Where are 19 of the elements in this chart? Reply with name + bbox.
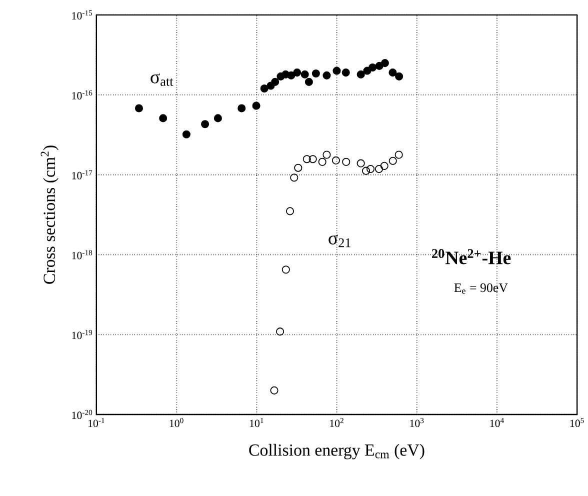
y-tick-label: 10$^{-17}$ [72, 170, 92, 180]
x-tick-label: 10$^{2}$ [330, 418, 344, 428]
x-tick-label: 10$^{0}$ [170, 418, 184, 428]
x-tick-label: 10$^{-1}$ [88, 418, 104, 428]
annotation: E$_{e}$ = 90eV [454, 283, 508, 294]
x-tick-label: 10$^{3}$ [410, 418, 424, 428]
y-tick-label: 10$^{-19}$ [72, 330, 92, 340]
x-tick-label: 10$^{1}$ [250, 418, 264, 428]
text: σ$_{21}$ [328, 234, 351, 248]
x-axis-title: Collision energy E$_{cm}$ (eV) [249, 444, 424, 460]
y-tick-label: 10$^{-18}$ [72, 250, 92, 260]
y-tick-label: 10$^{-20}$ [72, 410, 92, 420]
annotation: $^{20}$Ne$^{2+}$-He [432, 249, 511, 264]
y-axis-title: Cross sections (cm$^{2}$) [40, 146, 58, 284]
y-tick-label: 10$^{-15}$ [72, 10, 92, 20]
x-tick-label: 10$^{5}$ [570, 418, 584, 428]
y-tick-label: 10$^{-16}$ [72, 90, 92, 100]
series-label: σ$_{att}$ [150, 74, 174, 86]
x-tick-label: 10$^{4}$ [490, 418, 504, 428]
